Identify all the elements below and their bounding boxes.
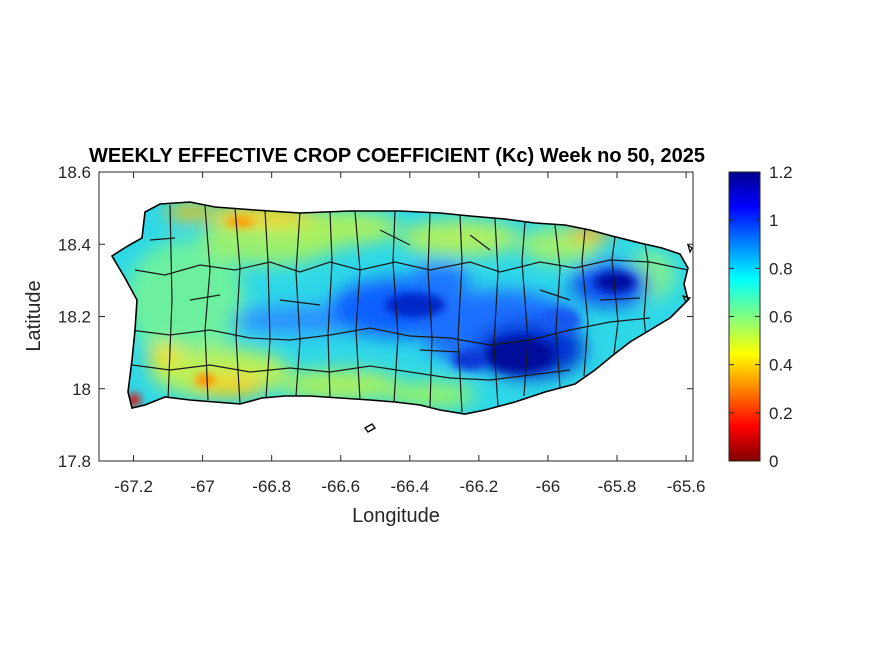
x-tick-label: -65.8: [598, 477, 637, 496]
coastline: [110, 201, 689, 415]
colorbar-tick-label: 0.2: [769, 404, 793, 423]
municipality-boundaries: [129, 204, 688, 413]
y-tick-label: 18.4: [58, 235, 91, 254]
colorbar-tick-label: 0.4: [769, 356, 793, 375]
small-island: [686, 243, 693, 254]
y-axis-ticks: 18.6 18.4 18.2 18 17.8: [58, 163, 693, 471]
colorbar-tick-label: 0.6: [769, 308, 793, 327]
y-tick-label: 18.2: [58, 308, 91, 327]
small-island: [681, 295, 692, 304]
y-tick-label: 18.6: [58, 163, 91, 182]
colorbar-tick-label: 1.2: [769, 163, 793, 182]
colorbar-tick-label: 0: [769, 452, 778, 471]
colorbar-tick-label: 1: [769, 211, 778, 230]
x-tick-label: -66.8: [252, 477, 291, 496]
colorbar-ticks: 1.2 1 0.8 0.6 0.4 0.2 0: [729, 163, 793, 471]
chart-title: WEEKLY EFFECTIVE CROP COEFFICIENT (Kc) W…: [89, 145, 705, 167]
x-axis-label: Longitude: [352, 505, 440, 527]
x-tick-label: -65.6: [667, 477, 706, 496]
x-axis-ticks: -67.2 -67 -66.8 -66.6 -66.4 -66.2 -66 -65.8 -65.…: [114, 172, 705, 496]
x-tick-label: -66.6: [321, 477, 360, 496]
small-island: [363, 423, 377, 433]
x-tick-label: -66: [536, 477, 561, 496]
x-tick-label: -66.2: [460, 477, 499, 496]
x-tick-label: -66.4: [390, 477, 429, 496]
y-tick-label: 18: [72, 380, 91, 399]
y-axis-label: Latitude: [23, 280, 45, 351]
colorbar-tick-label: 0.8: [769, 259, 793, 278]
y-tick-label: 17.8: [58, 452, 91, 471]
x-tick-label: -67: [190, 477, 215, 496]
colorbar: [728, 171, 761, 462]
x-tick-label: -67.2: [114, 477, 153, 496]
